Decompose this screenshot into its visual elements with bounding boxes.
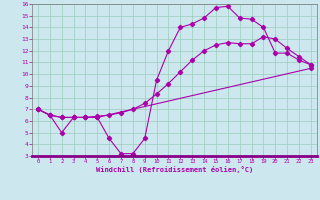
X-axis label: Windchill (Refroidissement éolien,°C): Windchill (Refroidissement éolien,°C) xyxy=(96,166,253,173)
